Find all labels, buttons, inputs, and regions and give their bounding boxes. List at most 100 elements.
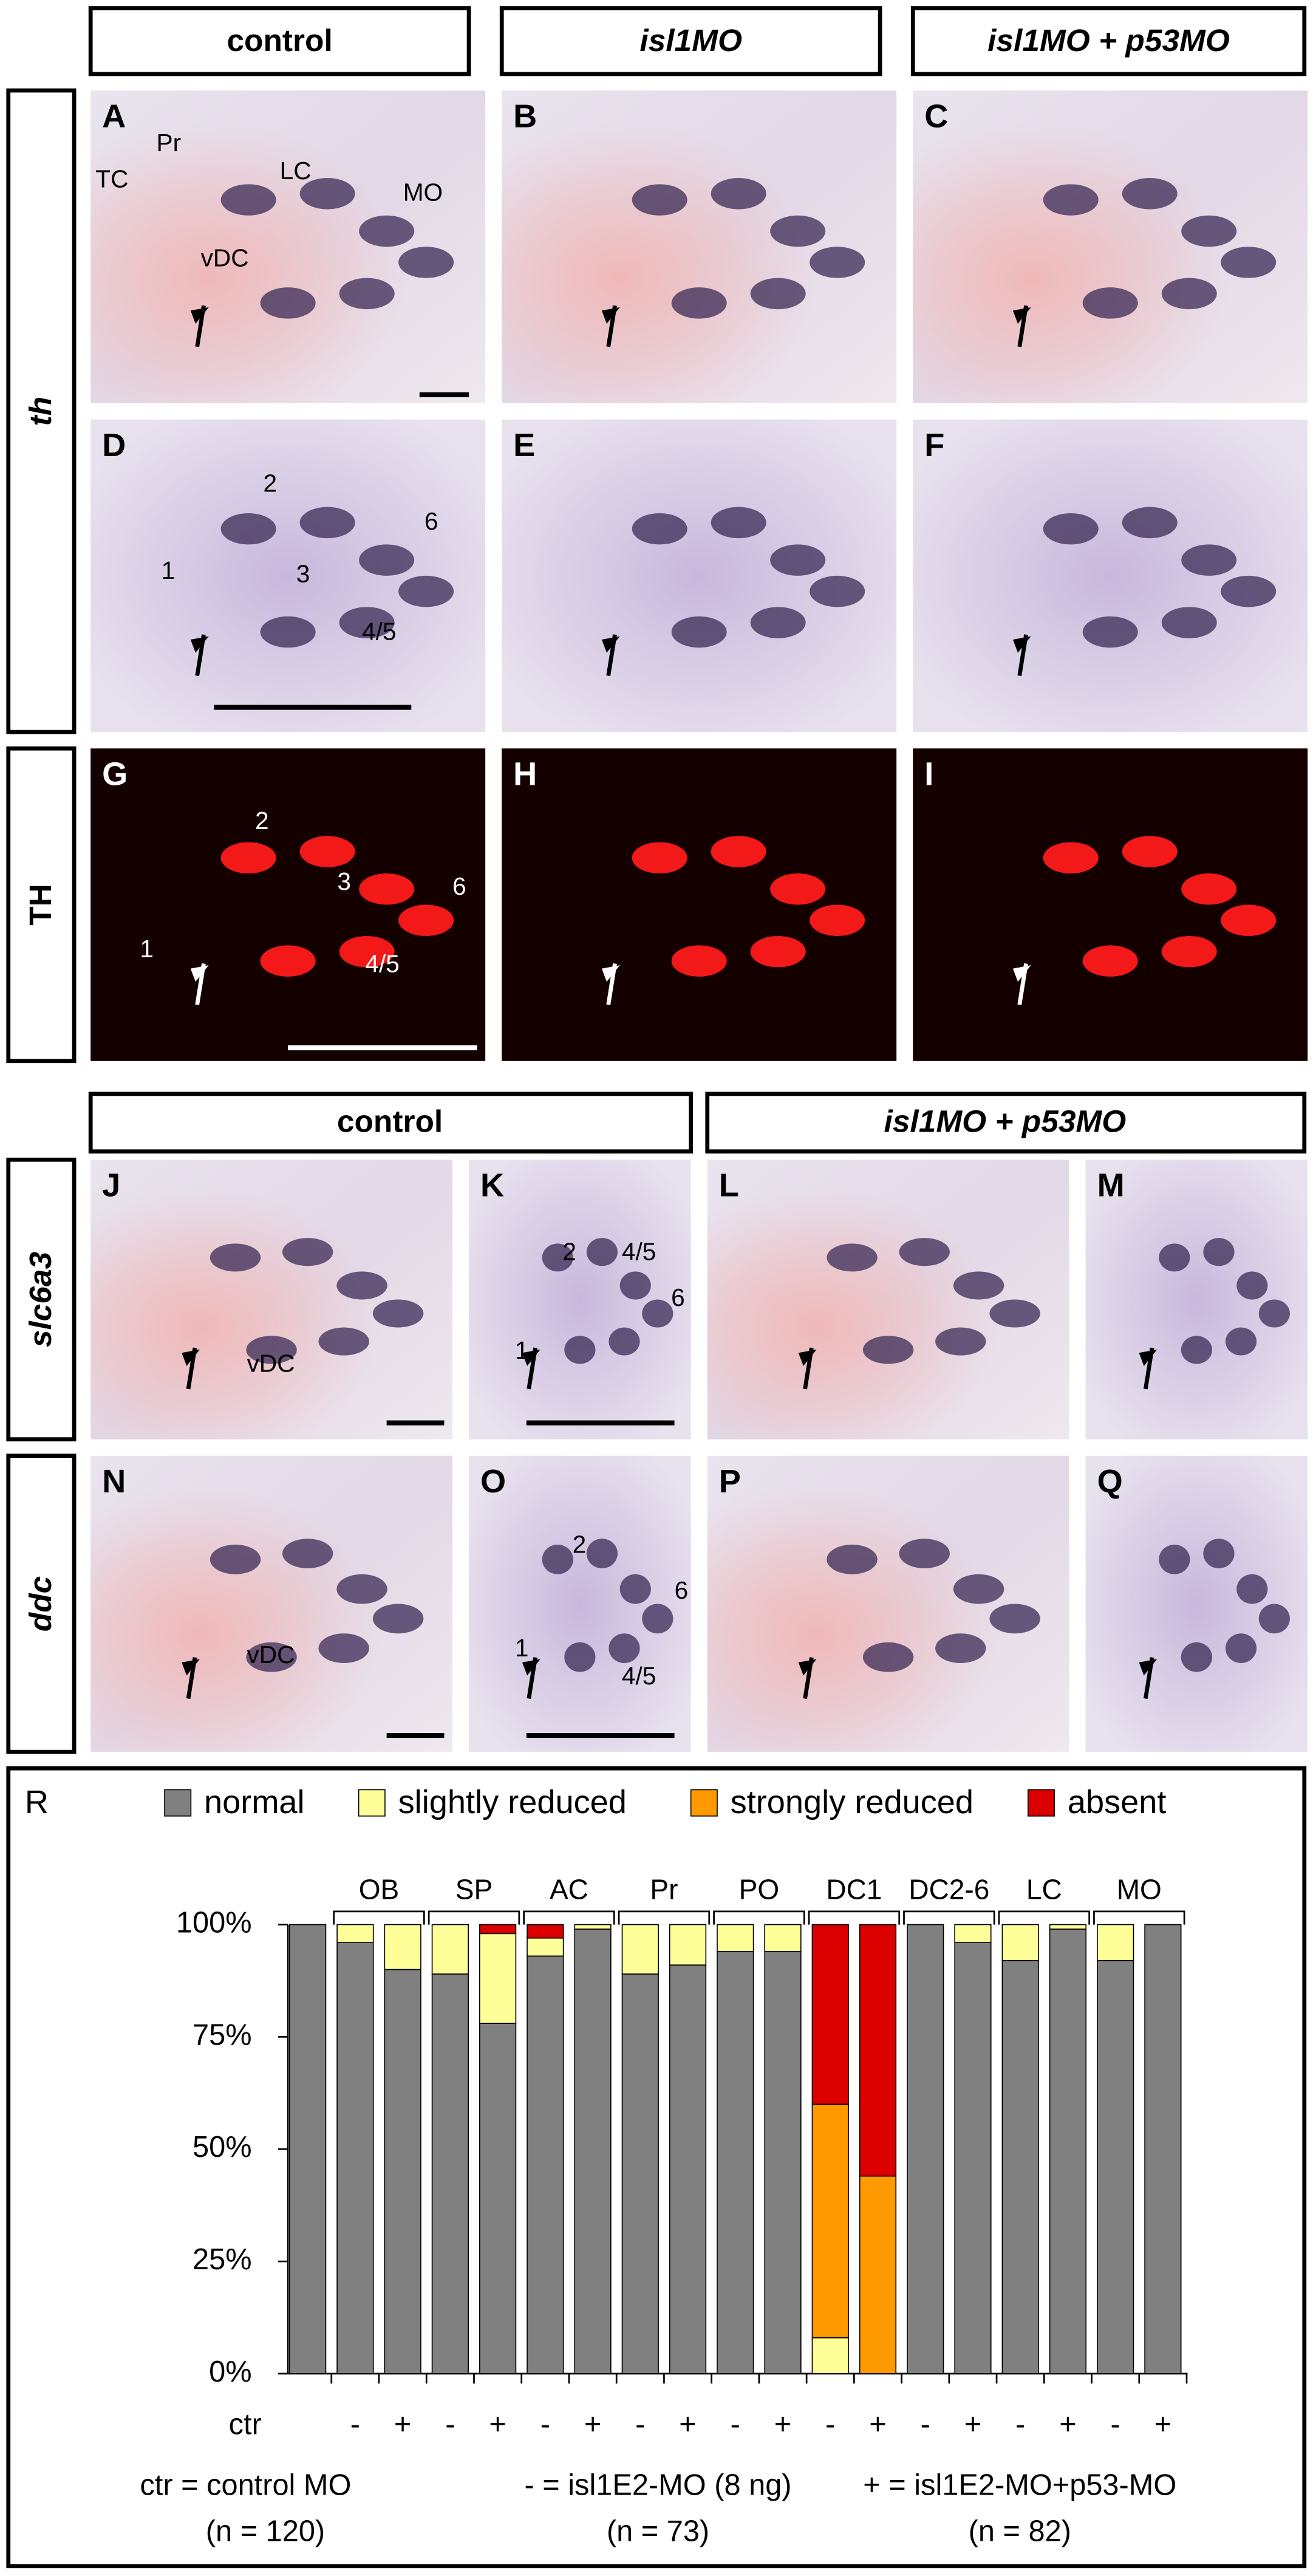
stain	[1159, 1544, 1190, 1574]
group-label: LC	[1026, 1874, 1062, 1905]
stain	[671, 616, 727, 648]
x-tick-label: ctr	[229, 2408, 262, 2441]
bar-segment	[527, 1924, 564, 1939]
stain	[1236, 1271, 1268, 1300]
bar-segment	[336, 1924, 374, 1943]
stain	[1258, 1604, 1290, 1634]
stain	[899, 1238, 950, 1266]
stain	[336, 1574, 387, 1604]
group-label: DC2-6	[909, 1874, 989, 1905]
stain	[260, 616, 316, 648]
bar-segment	[717, 1924, 754, 1952]
stain	[1159, 1243, 1190, 1272]
stain	[1043, 842, 1099, 874]
panel-letter: I	[924, 756, 933, 793]
bar-segment	[1097, 1959, 1134, 2374]
group-bracket	[523, 1910, 615, 1925]
stain	[619, 1574, 651, 1604]
bar-segment	[954, 1924, 992, 1943]
panel-label: vDC	[247, 1350, 295, 1378]
row-box	[6, 1454, 77, 1754]
stain	[827, 1243, 878, 1272]
row-label: TH	[22, 884, 58, 926]
bar-segment	[669, 1924, 707, 1966]
x-tick-label: +	[869, 2408, 886, 2441]
stain	[1221, 904, 1277, 936]
panel-label: Pr	[157, 129, 182, 157]
footnote: (n = 120)	[206, 2515, 325, 2547]
bar-segment	[574, 1924, 612, 1930]
header-box	[910, 6, 1307, 77]
image	[90, 419, 486, 733]
bar-segment	[907, 1924, 944, 2374]
header: control	[227, 22, 332, 58]
bar-segment	[431, 1924, 469, 1975]
y-tick-label: 25%	[193, 2243, 252, 2276]
bar-segment	[1097, 1924, 1134, 1961]
stain	[398, 904, 454, 936]
panel-letter: D	[102, 427, 126, 463]
bar-segment	[764, 1951, 802, 2374]
stain	[862, 1336, 914, 1364]
legend-swatch	[1028, 1789, 1055, 1817]
panel-label: 4/5	[622, 1237, 656, 1265]
stain	[810, 904, 865, 936]
arrow-head	[1012, 965, 1031, 982]
bar-segment	[431, 1973, 469, 2374]
image-tint	[90, 90, 486, 403]
stain	[989, 1299, 1040, 1328]
bar-segment	[1049, 1924, 1087, 1930]
bar-segment	[384, 1924, 421, 1970]
stain	[1043, 513, 1099, 545]
stain	[359, 215, 415, 247]
group-label: SP	[455, 1874, 493, 1905]
stain	[359, 873, 415, 905]
stain	[586, 1238, 618, 1266]
panel-label: 6	[452, 872, 466, 900]
stain	[1225, 1633, 1257, 1663]
arrow-head	[1139, 1349, 1157, 1366]
panel-label: vDC	[201, 244, 249, 272]
layout	[6, 6, 1307, 2569]
arrow-head	[601, 307, 620, 324]
stain	[339, 935, 395, 968]
stain	[1181, 873, 1237, 905]
image	[469, 1455, 691, 1752]
images	[90, 90, 1308, 1752]
group-bracket	[428, 1910, 520, 1925]
row-box	[6, 746, 77, 1064]
x-tick-label: -	[1111, 2408, 1120, 2441]
panel-label: 1	[515, 1634, 529, 1662]
arrow-head	[190, 965, 209, 982]
y-tick-label: 50%	[193, 2131, 252, 2164]
bar-segment	[479, 1924, 517, 1935]
group-label: Pr	[650, 1874, 678, 1905]
bar-segment	[1001, 1959, 1039, 2374]
bar-segment	[336, 1942, 374, 2374]
row-label: ddc	[22, 1576, 58, 1631]
stain	[671, 945, 727, 977]
stain	[299, 836, 355, 867]
y-tick-label: 0%	[209, 2356, 251, 2388]
stain	[1122, 836, 1178, 867]
stain	[770, 873, 826, 905]
panel-letter: E	[513, 427, 535, 463]
panel-letter: B	[513, 98, 537, 134]
stain	[899, 1539, 950, 1568]
panel-letter: R	[25, 1784, 49, 1820]
arrow-head	[1012, 636, 1031, 653]
bar-segment	[384, 1969, 421, 2374]
y-tick-label: 75%	[193, 2018, 252, 2051]
bar-segment	[764, 1924, 802, 1952]
bar-segment	[289, 1924, 327, 2374]
image-tint	[707, 1455, 1069, 1752]
panel-letter: Q	[1097, 1463, 1123, 1500]
arrow-head	[601, 636, 620, 653]
stain	[1181, 1642, 1213, 1672]
x-tick-label: -	[1015, 2408, 1025, 2441]
legend-label: absent	[1068, 1784, 1167, 1820]
stain	[210, 1544, 261, 1574]
legend-swatch	[690, 1789, 718, 1817]
stain	[1221, 247, 1277, 278]
stain	[989, 1604, 1040, 1634]
